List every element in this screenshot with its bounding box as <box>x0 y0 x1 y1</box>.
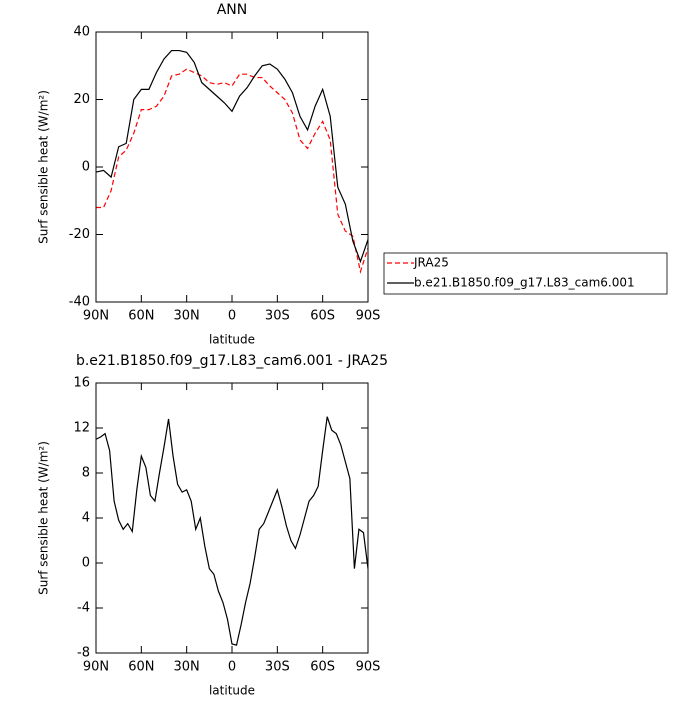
x-axis-label: latitude <box>209 684 255 698</box>
y-tick-label: 40 <box>73 25 90 40</box>
x-tick-label: 60N <box>128 309 154 324</box>
data-line <box>96 68 369 274</box>
x-tick-label: 0 <box>228 660 236 675</box>
x-tick-label: 90N <box>83 660 109 675</box>
x-tick-label: 60N <box>128 660 154 675</box>
x-axis-label: latitude <box>209 333 255 347</box>
x-tick-label: 60S <box>310 660 335 675</box>
y-tick-label: 0 <box>82 160 90 175</box>
y-tick-label: -4 <box>77 601 90 616</box>
legend-label: JRA25 <box>413 256 449 270</box>
x-tick-label: 60S <box>310 309 335 324</box>
x-tick-label: 30S <box>265 309 290 324</box>
y-axis-label: Surf sensible heat (W/m²) <box>37 90 51 244</box>
y-tick-label: 20 <box>73 92 90 107</box>
x-tick-label: 90N <box>83 309 109 324</box>
y-tick-label: 16 <box>73 376 90 391</box>
chart-title: ANN <box>217 2 248 18</box>
legend-label: b.e21.B1850.f09_g17.L83_cam6.001 <box>414 276 635 290</box>
data-line <box>95 49 369 264</box>
plot-frame <box>95 31 369 303</box>
y-axis-label: Surf sensible heat (W/m²) <box>37 441 51 595</box>
legend-box <box>383 252 668 295</box>
y-tick-label: -8 <box>77 646 90 661</box>
y-tick-label: -40 <box>69 295 90 310</box>
y-tick-label: 0 <box>82 556 90 571</box>
x-tick-label: 30S <box>265 660 290 675</box>
x-tick-label: 30N <box>174 309 200 324</box>
x-tick-label: 0 <box>228 309 236 324</box>
x-tick-label: 30N <box>174 660 200 675</box>
data-line <box>95 416 369 646</box>
y-tick-label: 4 <box>82 511 90 526</box>
y-tick-label: 8 <box>82 466 90 481</box>
plot-frame <box>95 382 369 654</box>
y-tick-label: 12 <box>73 421 90 436</box>
x-tick-label: 90S <box>356 309 381 324</box>
y-tick-label: -20 <box>69 227 90 242</box>
chart-title: b.e21.B1850.f09_g17.L83_cam6.001 - JRA25 <box>76 353 388 369</box>
x-tick-label: 90S <box>356 660 381 675</box>
